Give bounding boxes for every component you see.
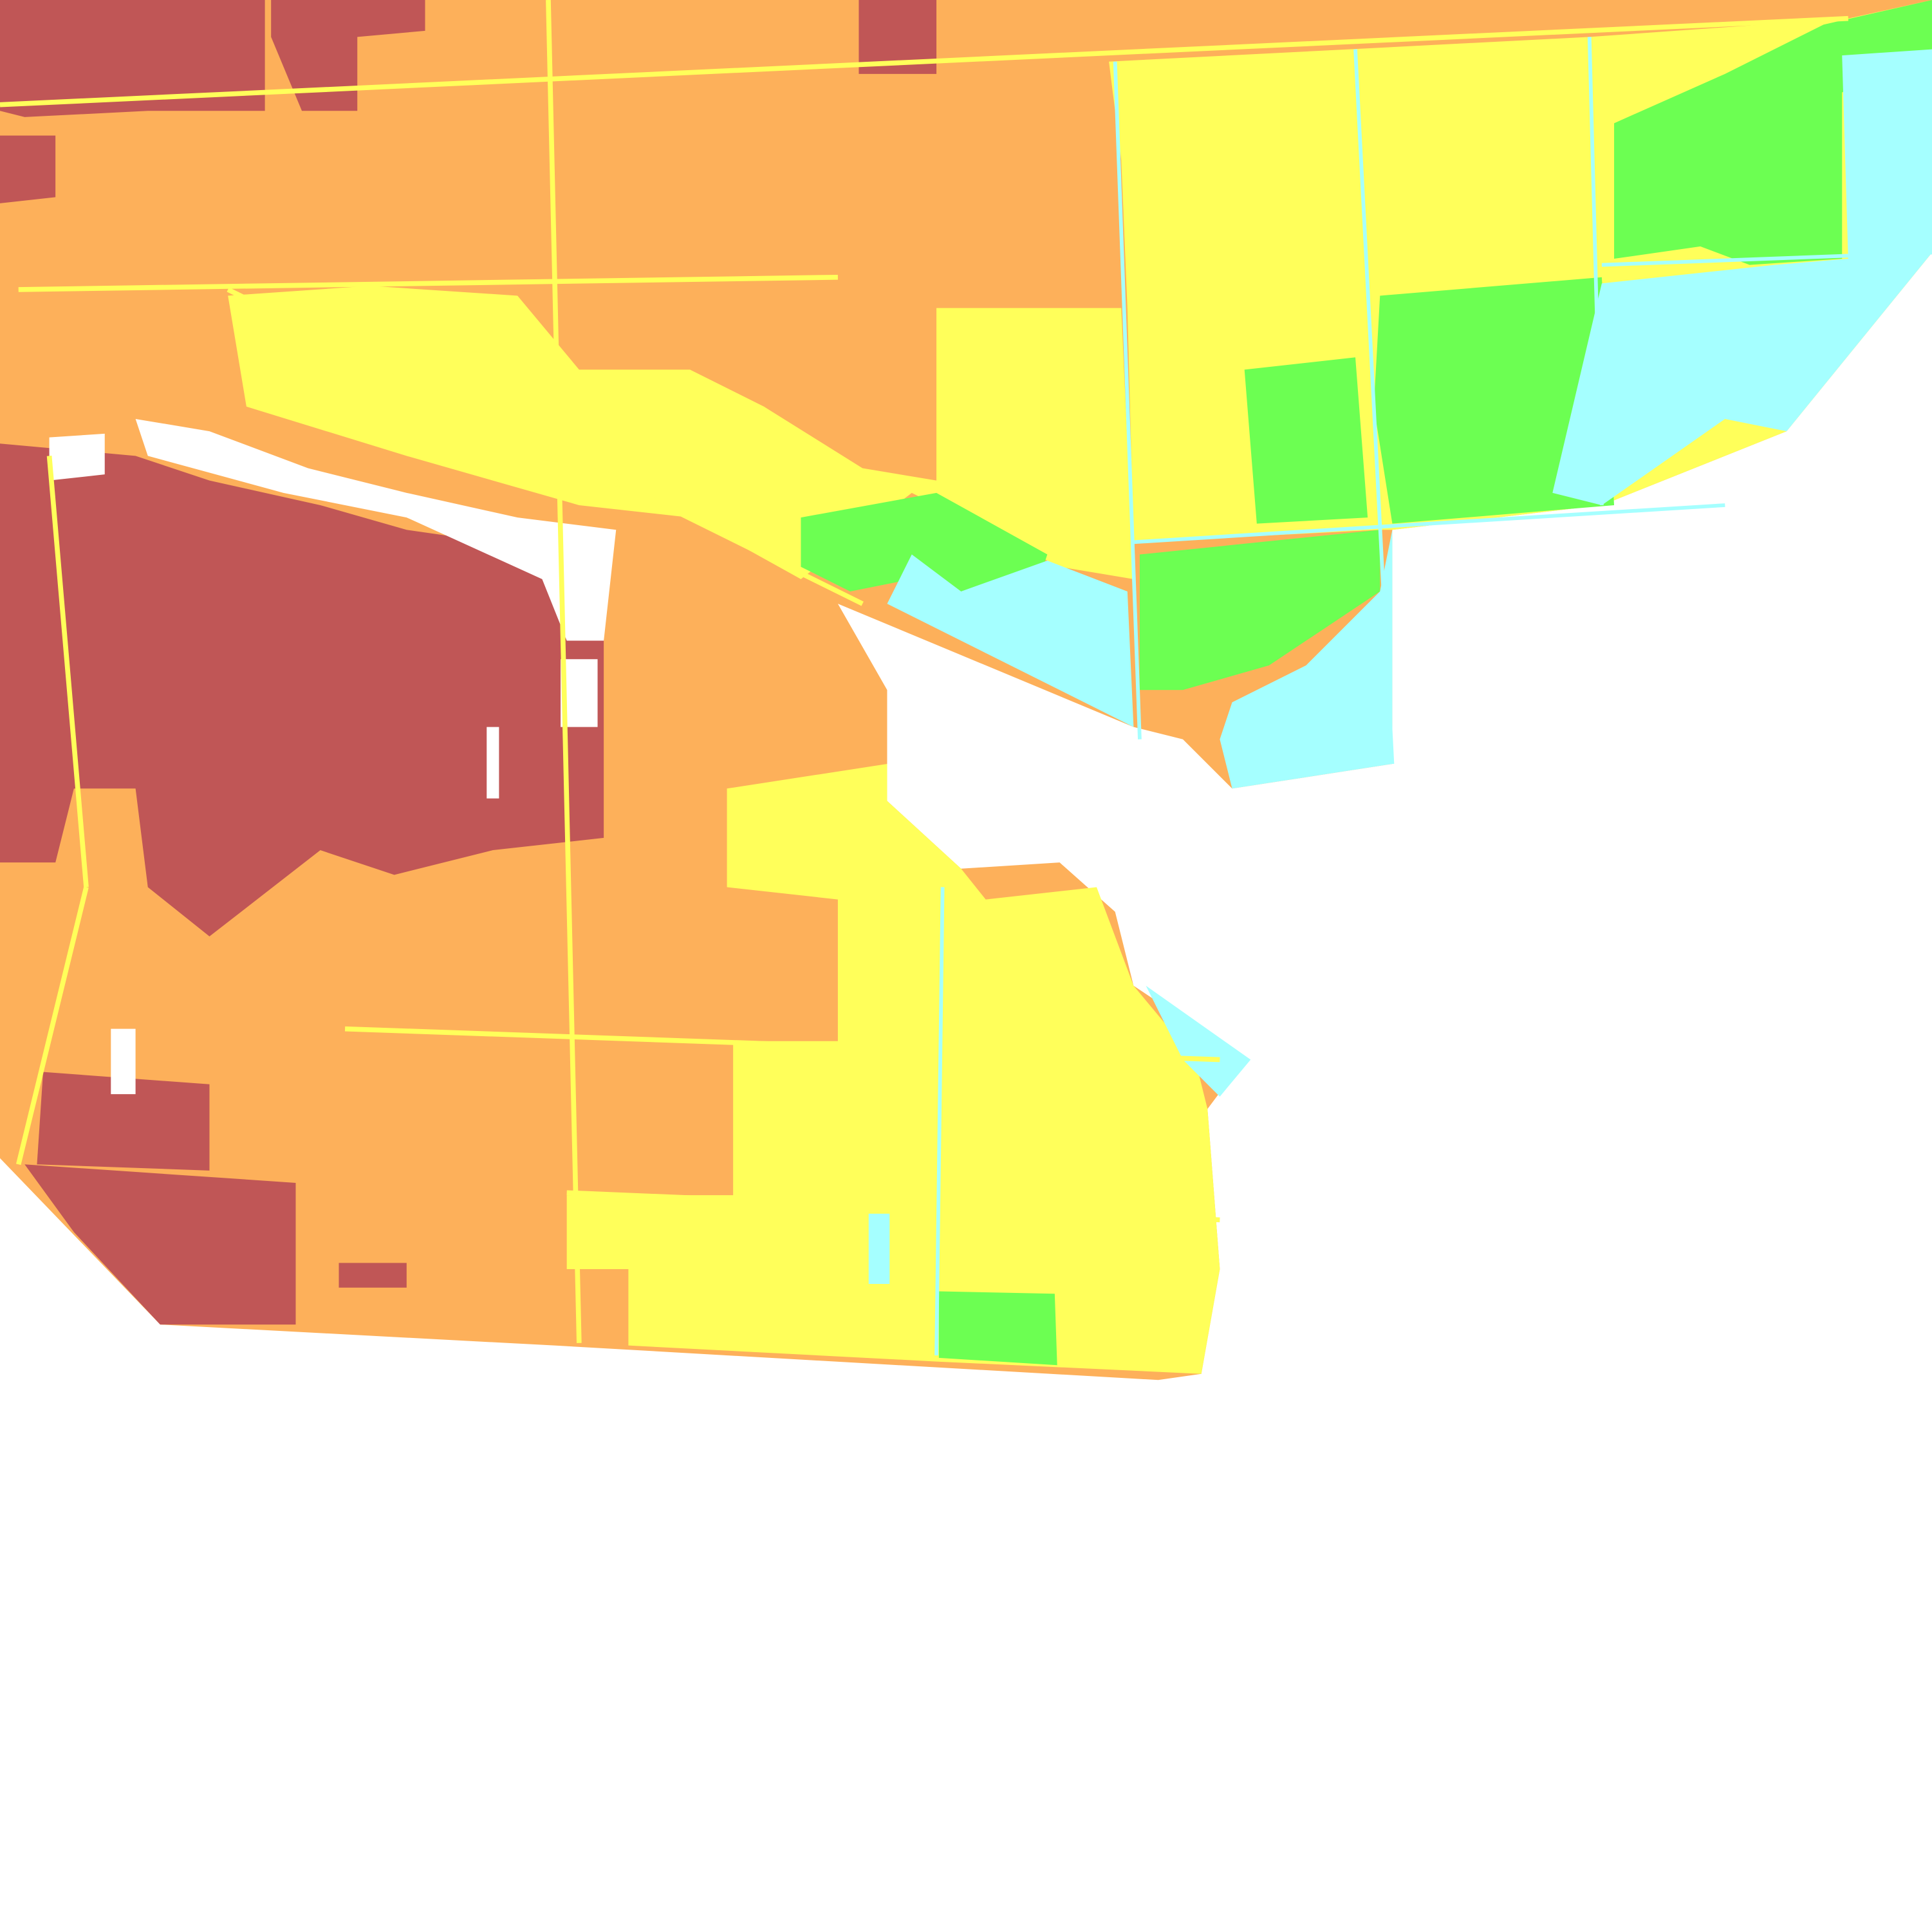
canal-line <box>1133 503 1725 544</box>
class-4-region-central <box>801 492 1048 610</box>
boundary-line <box>18 274 838 292</box>
class-5-region-east <box>1220 505 1602 789</box>
boundary-line <box>344 1026 1220 1063</box>
canal-line <box>1587 37 1604 506</box>
canal-line <box>1353 49 1395 765</box>
boundary-line <box>0 15 1848 107</box>
canal-lines <box>934 37 1932 1356</box>
class-3-region-central-strip <box>228 286 1134 579</box>
canal-line <box>1113 61 1142 739</box>
canal-line <box>934 887 945 1356</box>
class-4-region-fields-east <box>1244 357 1368 524</box>
class-1-region-west <box>0 443 604 937</box>
canal-line <box>1601 250 1932 267</box>
class-4-region-east <box>1373 277 1615 524</box>
class-3-region-south <box>566 764 1220 1374</box>
boundary-line <box>566 1190 1220 1223</box>
no-data-pocket-ponds <box>135 418 617 641</box>
no-data-pocket-building <box>111 1028 136 1095</box>
class-1-region-southwest <box>24 1164 296 1325</box>
boundary-line <box>227 287 864 606</box>
class-5-region-northeast <box>1552 49 1932 505</box>
field-boundary-lines <box>0 0 1848 1343</box>
boundary-line <box>546 0 582 1343</box>
class-1-region-north-block <box>271 0 425 111</box>
class-5-region-shore <box>1146 985 1251 1097</box>
no-data-pocket-west <box>49 433 105 481</box>
class-1-region-west-edge <box>0 135 56 203</box>
no-data-pocket-strip <box>487 727 499 799</box>
no-data-pocket-pond-south <box>561 659 598 727</box>
class-1-region-north-field <box>859 0 937 74</box>
class-5-region-central <box>887 554 1134 727</box>
class-1-region-small <box>339 1263 407 1288</box>
class-1-region-northwest <box>0 0 265 117</box>
class-4-region-south <box>938 1291 1057 1366</box>
class-4-region-east-lower <box>1139 530 1380 691</box>
boundary-line <box>46 456 89 887</box>
class-5-region-pond <box>868 1213 890 1284</box>
class-1-region-south-block <box>37 1072 210 1171</box>
boundary-line <box>15 886 89 1166</box>
